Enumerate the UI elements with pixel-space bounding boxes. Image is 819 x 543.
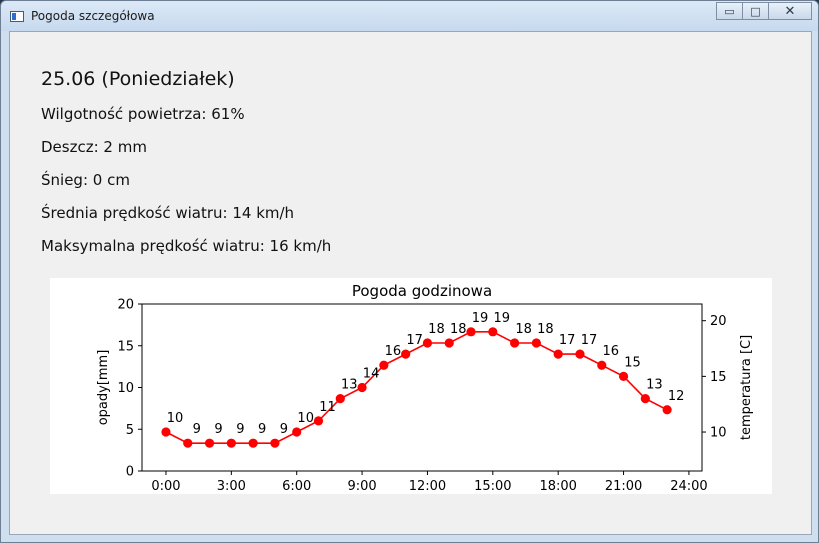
temperature-point [379, 360, 389, 370]
temperature-data-label: 16 [602, 344, 619, 359]
temperature-point [401, 349, 411, 359]
client-area: 25.06 (Poniedziałek) Wilgotność powietrz… [9, 31, 812, 535]
temperature-point [488, 327, 498, 337]
temperature-data-label: 16 [385, 344, 402, 359]
temperature-data-label: 18 [450, 322, 467, 337]
temperature-data-label: 18 [537, 322, 554, 337]
temperature-point [335, 394, 345, 404]
left-axis-title: opady[mm] [96, 350, 111, 426]
x-tick-label: 12:00 [409, 479, 446, 494]
temperature-data-label: 9 [236, 422, 244, 437]
rain-label: Deszcz: 2 mm [41, 138, 147, 156]
temperature-data-label: 18 [428, 322, 445, 337]
temperature-data-label: 19 [494, 311, 511, 326]
temperature-point [270, 438, 280, 448]
temperature-point [575, 349, 585, 359]
maximize-icon: □ [750, 4, 761, 18]
close-icon: ✕ [784, 3, 796, 19]
temperature-point [204, 438, 215, 448]
x-tick-label: 15:00 [474, 479, 511, 494]
left-tick-label: 15 [117, 339, 134, 354]
temperature-point [357, 382, 367, 393]
right-tick-label: 15 [710, 370, 727, 385]
temperature-point [183, 438, 193, 448]
temperature-data-label: 18 [515, 322, 532, 337]
x-tick-label: 18:00 [539, 479, 576, 494]
temperature-data-label: 19 [472, 311, 489, 326]
window-title: Pogoda szczegółowa [31, 9, 155, 23]
temperature-data-label: 12 [668, 389, 685, 404]
chart-title: Pogoda godzinowa [352, 282, 492, 300]
temperature-point [466, 327, 476, 337]
temperature-data-label: 10 [297, 411, 314, 426]
temperature-point [531, 338, 541, 348]
temperature-data-label: 9 [280, 422, 288, 437]
caption-buttons: ▭ □ ✕ [716, 2, 812, 20]
minimize-icon: ▭ [724, 4, 735, 18]
hourly-chart: Pogoda godzinowa 0:00 3:00 6:00 9:00 12:00 15:… [50, 278, 772, 494]
temperature-point [553, 349, 563, 359]
temperature-point [313, 416, 324, 426]
temperature-data-label: 13 [646, 378, 663, 393]
right-tick-label: 10 [710, 426, 727, 441]
plot-frame [141, 303, 703, 472]
left-tick-label: 0 [126, 465, 134, 480]
temperature-point [510, 338, 520, 348]
x-tick-label: 24:00 [670, 479, 707, 494]
x-tick-label: 21:00 [605, 479, 642, 494]
temperature-point [248, 438, 258, 448]
temperature-data-label: 9 [258, 422, 266, 437]
left-tick-label: 10 [117, 381, 134, 396]
temperature-point [618, 371, 629, 381]
app-icon [10, 11, 24, 22]
right-axis-title: temperatura [C] [739, 335, 754, 440]
left-tick-label: 20 [117, 298, 134, 313]
x-tick-label: 3:00 [217, 479, 246, 494]
temperature-point [292, 427, 302, 437]
avg-wind-label: Średnia prędkość wiatru: 14 km/h [41, 204, 295, 222]
max-wind-label: Maksymalna prędkość wiatru: 16 km/h [41, 237, 332, 255]
temperature-point [226, 438, 236, 448]
temperature-data-label: 9 [214, 422, 222, 437]
temperature-data-label: 15 [624, 355, 641, 370]
temperature-data-label: 17 [581, 333, 598, 348]
temperature-point [444, 338, 454, 348]
humidity-label: Wilgotność powietrza: 61% [41, 105, 245, 123]
temperature-point [662, 405, 672, 415]
minimize-button[interactable]: ▭ [716, 2, 742, 20]
temperature-data-label: 10 [167, 411, 184, 426]
temperature-point [422, 338, 433, 348]
maximize-button[interactable]: □ [742, 2, 768, 20]
right-tick-label: 20 [710, 314, 727, 329]
temperature-data-label: 14 [363, 367, 380, 382]
temperature-data-label: 13 [341, 378, 358, 393]
date-heading: 25.06 (Poniedziałek) [41, 68, 235, 90]
chart-canvas: Pogoda godzinowa 0:00 3:00 6:00 9:00 12:00 15:… [96, 282, 754, 494]
x-tick-label: 0:00 [151, 479, 180, 494]
temperature-data-label: 17 [559, 333, 576, 348]
title-bar[interactable]: Pogoda szczegółowa ▭ □ ✕ [1, 1, 818, 31]
temperature-data-label: 9 [193, 422, 201, 437]
close-button[interactable]: ✕ [768, 2, 812, 20]
temperature-point [597, 360, 607, 370]
temperature-data-label: 17 [406, 333, 423, 348]
temperature-point [640, 394, 650, 404]
temperature-data-label: 11 [319, 400, 336, 415]
x-tick-label: 9:00 [347, 479, 376, 494]
temperature-point [161, 427, 171, 437]
snow-label: Śnieg: 0 cm [41, 171, 130, 189]
x-tick-label: 6:00 [282, 479, 311, 494]
left-tick-label: 5 [126, 423, 134, 438]
